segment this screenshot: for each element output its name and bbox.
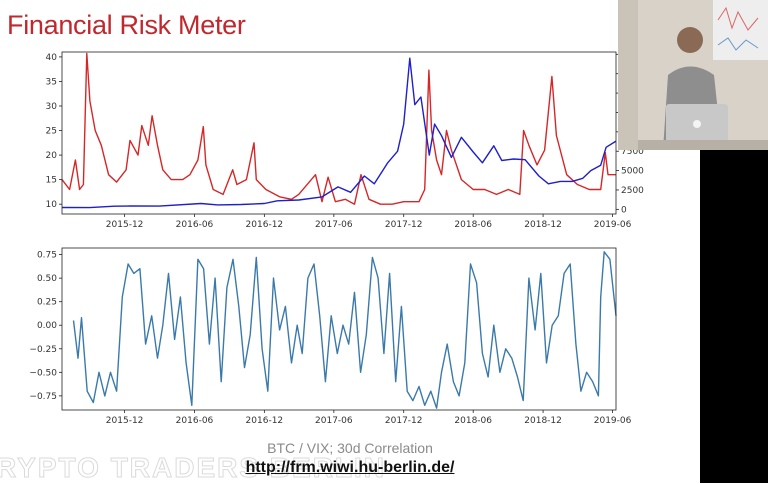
chart0-x-tick-label: 2016-06	[176, 220, 214, 230]
frm-website-link[interactable]: http://frm.wiwi.hu-berlin.de/	[245, 459, 455, 476]
chart0-y-tick-label: 20	[46, 151, 58, 161]
video-letterbox	[700, 150, 768, 483]
chart0-series-0-line	[61, 52, 616, 205]
chart0-x-tick-label: 2017-06	[315, 220, 353, 230]
chart0-y2-tick-label: 0	[621, 205, 627, 215]
chart0-y-tick-label: 40	[46, 53, 58, 63]
chart1-y-tick-label: −0.50	[29, 368, 57, 378]
chart0-frame	[61, 51, 617, 215]
presenter-video-thumbnail	[618, 0, 768, 150]
chart1-x-tick-label: 2018-12	[524, 416, 562, 426]
chart0-x-tick-label: 2016-12	[246, 220, 284, 230]
chart0-x-tick-label: 2015-12	[106, 220, 144, 230]
chart0-x-tick-label: 2017-12	[385, 220, 423, 230]
chart0-y-tick-label: 10	[46, 200, 58, 210]
chart0-x-tick-label: 2018-06	[454, 220, 492, 230]
slide-title: Financial Risk Meter	[7, 10, 246, 40]
chart0-y-tick-label: 35	[46, 77, 57, 87]
chart1-x-tick-label: 2019-06	[594, 416, 632, 426]
chart1-y-tick-label: 0.50	[37, 274, 57, 284]
chart-caption: BTC / VIX; 30d Correlation	[267, 440, 433, 456]
chart0-y-tick-label: 30	[46, 102, 58, 112]
chart0-x-tick-label: 2018-12	[524, 220, 562, 230]
chart1-frame	[61, 247, 617, 411]
chart1-x-tick-label: 2017-06	[315, 416, 353, 426]
chart0-y-tick-label: 15	[46, 176, 57, 186]
presenter-icon	[618, 0, 768, 150]
chart1-x-tick-label: 2016-06	[176, 416, 214, 426]
chart1-y-tick-label: 0.00	[37, 321, 57, 331]
watermark-logo-text: RYPTO TRADERS BERLIN	[0, 452, 387, 484]
chart1-x-tick-label: 2015-12	[106, 416, 144, 426]
chart1-x-tick-label: 2018-06	[454, 416, 492, 426]
chart1-series-0-line	[72, 251, 617, 409]
chart1-y-tick-label: 0.25	[37, 298, 57, 308]
chart1-y-tick-label: −0.25	[29, 345, 57, 355]
chart1-x-tick-label: 2016-12	[246, 416, 284, 426]
btc-vix-correlation-chart: 2015-12 2016-06 2016-12 2017-06 2017-12 2018-…	[29, 247, 632, 426]
chart1-y-tick-label: 0.75	[37, 251, 57, 261]
chart0-y2-tick-label: 7500	[621, 147, 644, 157]
chart0-y-tick-label: 25	[46, 127, 57, 137]
chart0-y2-tick-label: 2500	[621, 186, 644, 196]
chart0-y2-tick-label: 5000	[621, 167, 644, 177]
chart1-y-tick-label: −0.75	[29, 392, 57, 402]
vix-btc-price-chart: 2015-12 2016-06 2016-12 2017-06 2017-12 2018-…	[46, 50, 650, 230]
chart1-x-tick-label: 2017-12	[385, 416, 423, 426]
chart0-series-1-line	[61, 57, 617, 209]
chart0-x-tick-label: 2019-06	[594, 220, 632, 230]
